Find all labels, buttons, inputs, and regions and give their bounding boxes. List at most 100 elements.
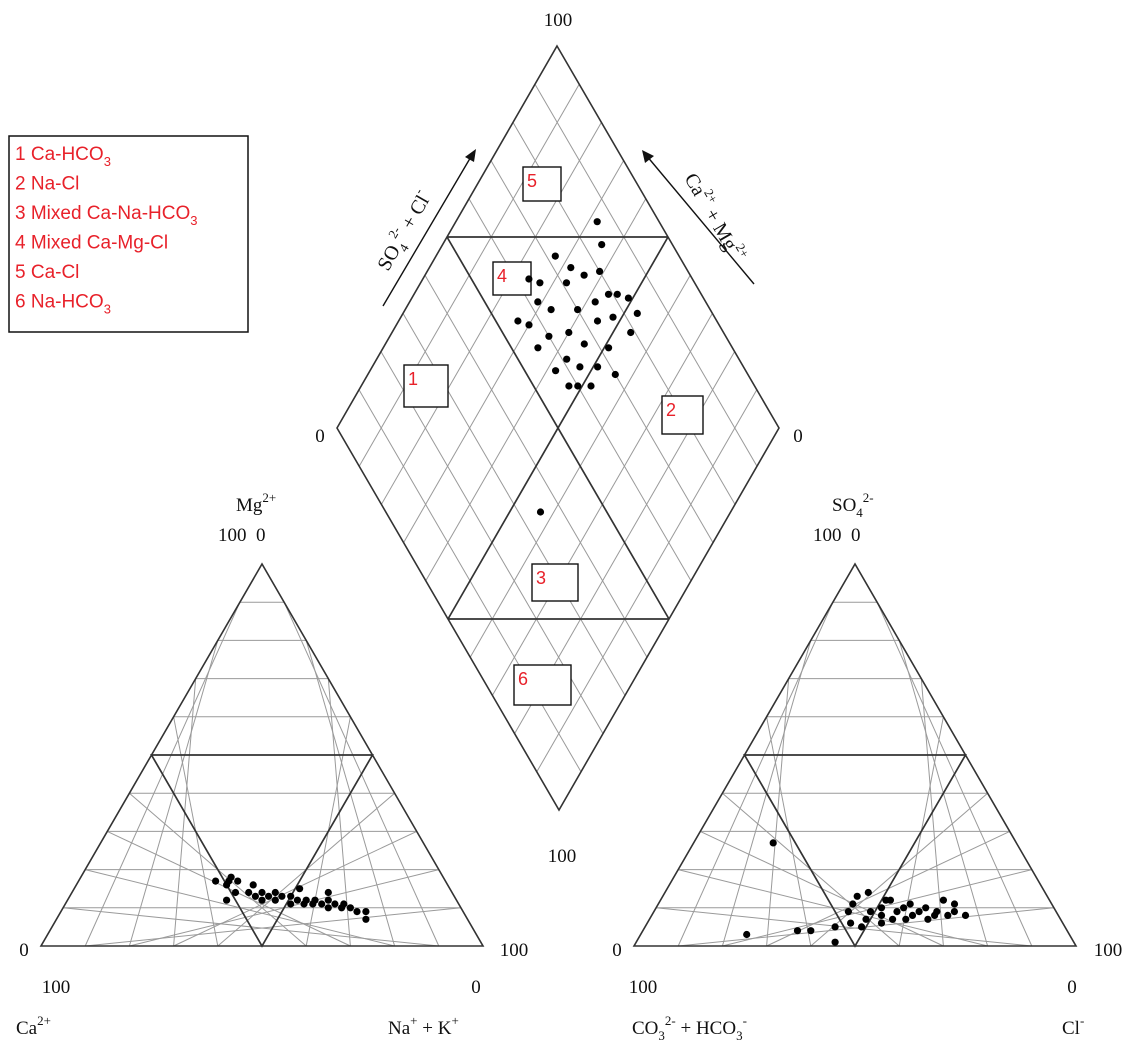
diamond-sample-point	[580, 340, 588, 348]
anion-sample-point	[864, 888, 872, 897]
facies-box-label-1: 1	[408, 369, 418, 389]
anion-sample-point	[933, 908, 941, 916]
anion-right-under-tick: 0	[1067, 977, 1077, 998]
diamond-sample-point	[567, 264, 575, 272]
diamond-sample-point	[611, 370, 619, 379]
facies-box-5	[522, 166, 562, 202]
anion-apex-label: SO42-	[832, 490, 874, 520]
cation-sample-point	[265, 892, 273, 900]
cation-sample-point	[311, 896, 319, 904]
anion-sample-point	[853, 892, 861, 900]
anion-sample-point	[866, 908, 875, 916]
diamond-sample-point	[574, 306, 582, 314]
diamond-top-tick: 100	[544, 10, 573, 31]
facies-box-2	[661, 395, 704, 435]
anion-sample-point	[877, 904, 886, 912]
anion-sample-point	[831, 923, 839, 931]
anion-sample-point	[924, 915, 932, 923]
facies-box-label-2: 2	[666, 400, 676, 420]
cation-sample-point	[249, 881, 257, 889]
anion-sample-point	[877, 911, 886, 920]
cation-sample-point	[287, 900, 295, 908]
anion-sample-point	[877, 919, 886, 927]
cation-apex-ticks: 100 0	[218, 525, 266, 546]
anion-left-corner-tick: 0	[612, 940, 622, 961]
diamond-sample-point	[534, 298, 542, 306]
legend-item-2: 2 Na-Cl	[15, 174, 79, 195]
diamond-sample-point	[593, 218, 601, 226]
diamond-bottom-tick: 100	[548, 846, 577, 867]
legend: 1 Ca-HCO3 2 Na-Cl 3 Mixed Ca-Na-HCO3 4 Mixe…	[8, 135, 249, 333]
anion-sample-point	[889, 915, 897, 923]
anion-sample-point	[831, 938, 839, 946]
cation-left-corner-tick: 0	[19, 940, 29, 961]
anion-sample-point	[893, 908, 901, 916]
facies-box-label-6: 6	[518, 669, 528, 689]
anion-sample-point	[849, 900, 857, 908]
legend-frame	[8, 135, 249, 333]
anion-sample-point	[939, 896, 948, 904]
cation-left-axis-label: Ca2+	[16, 1013, 51, 1039]
diamond-sample-point	[536, 279, 544, 287]
anion-sample-point	[743, 930, 751, 939]
diamond-sample-point	[562, 279, 571, 287]
legend-items: 1 Ca-HCO3 2 Na-Cl 3 Mixed Ca-Na-HCO3 4 Mixe…	[15, 144, 198, 317]
facies-box-3	[531, 563, 579, 602]
anion-sample-point	[900, 904, 908, 912]
diamond-sample-point	[604, 290, 613, 298]
cation-sample-point	[258, 896, 266, 904]
diamond-sample-point	[565, 382, 573, 390]
diamond-sample-point	[593, 317, 602, 325]
diamond-sample-point	[587, 382, 595, 390]
point-layer	[212, 218, 970, 946]
cation-sample-point	[278, 892, 286, 900]
facies-box-label-3: 3	[536, 568, 546, 588]
facies-box-label-5: 5	[527, 171, 537, 191]
anion-sample-point	[886, 896, 895, 904]
cation-sample-point	[245, 888, 253, 897]
cation-sample-point	[324, 904, 332, 912]
facies-box-4	[492, 261, 532, 296]
diamond-sample-point	[605, 344, 613, 352]
facies-box-label-4: 4	[497, 266, 507, 286]
cation-sample-point	[212, 877, 220, 885]
diamond-sample-point	[551, 252, 559, 260]
anion-right-axis-label: Cl-	[1062, 1013, 1084, 1039]
diamond-sample-point	[552, 367, 560, 375]
diamond-right-axis-label: Ca2+ + Mg2+	[680, 167, 753, 266]
anion-left-under-tick: 100	[629, 977, 658, 998]
cation-sample-point	[223, 896, 231, 904]
diamond-sample-point	[594, 363, 602, 371]
anion-sample-point	[844, 908, 853, 916]
anion-sample-point	[847, 919, 855, 927]
diamond-sample-point	[563, 355, 571, 363]
diamond-sample-point	[574, 382, 582, 390]
cation-sample-point	[293, 896, 301, 904]
anion-sample-point	[902, 915, 910, 923]
cation-sample-point	[362, 908, 370, 916]
cation-sample-point	[318, 900, 326, 908]
cation-sample-point	[353, 908, 361, 916]
cation-right-axis-label: Na+ + K+	[388, 1013, 459, 1039]
anion-sample-point	[769, 839, 777, 847]
cation-sample-point	[324, 896, 332, 904]
anion-sample-point	[950, 900, 959, 908]
anion-sample-point	[961, 911, 970, 920]
cation-sample-point	[231, 888, 240, 897]
cation-sample-point	[234, 877, 242, 885]
diamond-sample-point	[609, 313, 617, 321]
anion-sample-point	[807, 927, 815, 935]
anion-left-axis-label: CO32- + HCO3-	[632, 1013, 747, 1043]
diamond-sample-point	[565, 328, 573, 337]
diamond-sample-point	[613, 290, 621, 298]
cation-sample-point	[271, 896, 279, 904]
anion-sample-point	[908, 911, 917, 920]
cation-sample-point	[324, 888, 332, 897]
cation-sample-point	[340, 900, 348, 908]
anion-sample-point	[906, 900, 914, 908]
diamond-sample-point	[534, 344, 542, 352]
diamond-sample-point	[627, 328, 635, 337]
diamond-left-axis-label: SO42- + Cl-	[369, 185, 440, 276]
diamond-sample-point	[576, 363, 584, 371]
